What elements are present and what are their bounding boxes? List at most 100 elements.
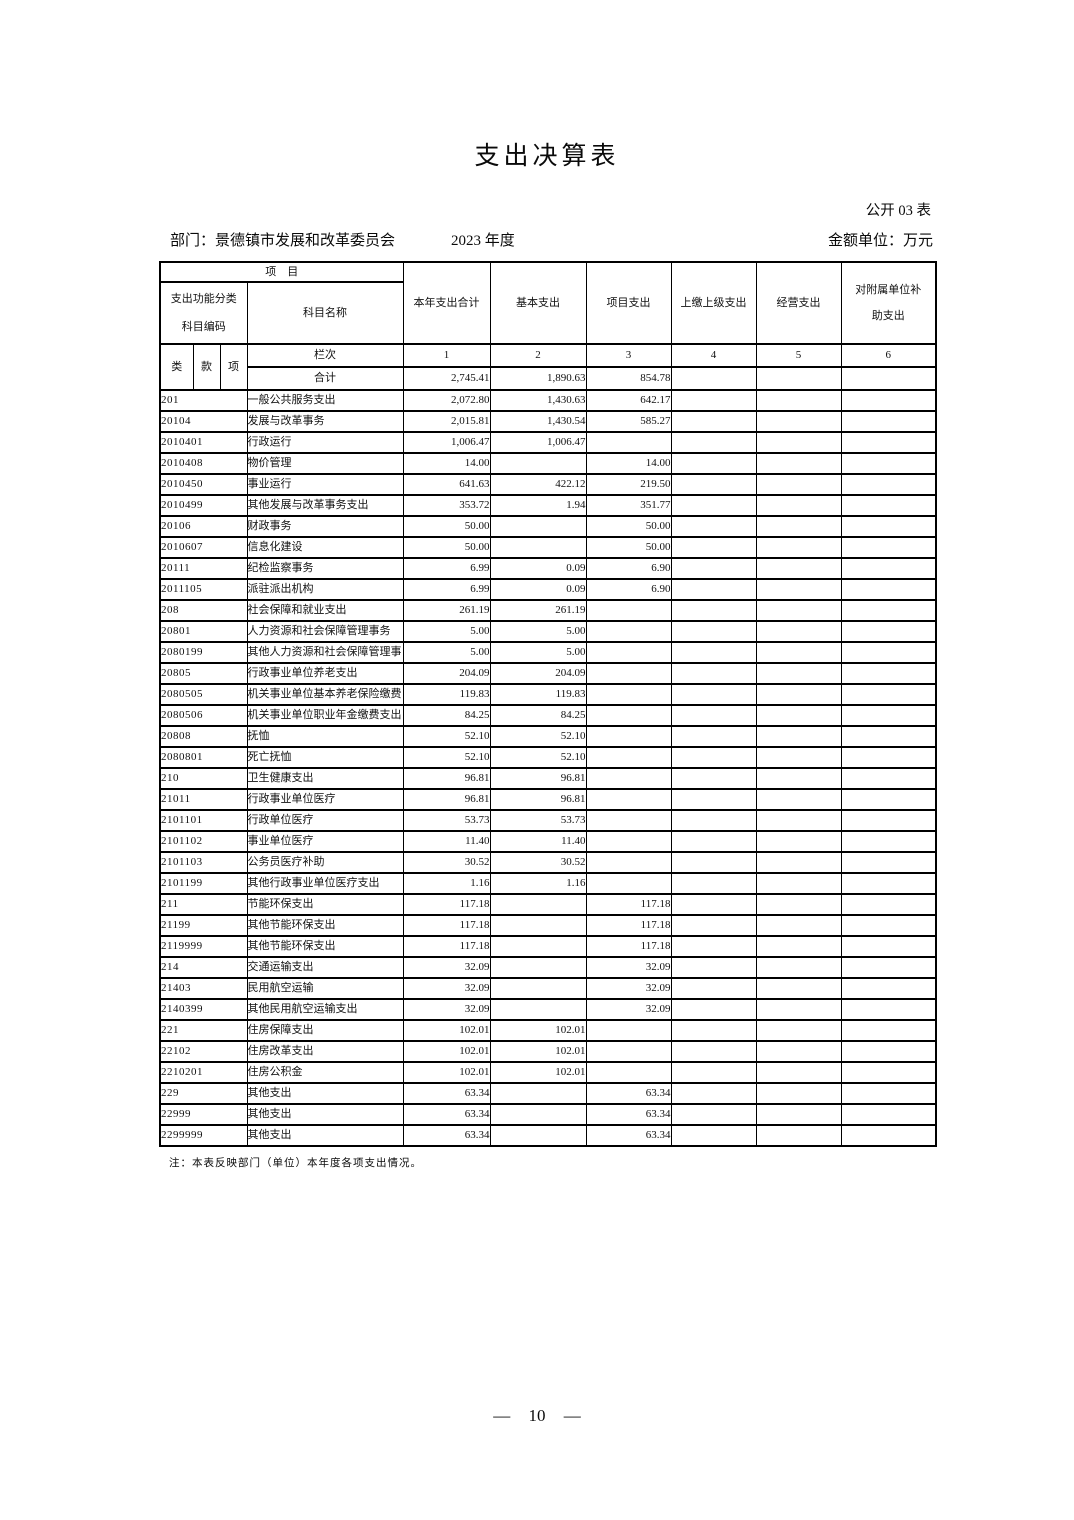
amount-cell (489, 914, 587, 937)
amount-cell: 117.18 (585, 935, 672, 958)
total-amount-cell (755, 366, 842, 391)
table-row: 2101199 其他行政事业单位医疗支出 1.16 1.16 (159, 872, 937, 895)
subject-code-cell: 20104 (159, 410, 248, 433)
amount-cell (840, 1103, 937, 1126)
table-row: 20805 行政事业单位养老支出 204.09 204.09 (159, 662, 937, 685)
amount-cell (670, 473, 757, 496)
table-note: 注：本表反映部门（单位）本年度各项支出情况。 (169, 1158, 422, 1169)
amount-cell (755, 977, 842, 1000)
amount-cell (755, 809, 842, 832)
subject-name-cell: 信息化建设 (246, 536, 404, 559)
amount-cell: 2,015.81 (402, 410, 491, 433)
amount-cell (670, 1082, 757, 1105)
subject-name-cell: 住房改革支出 (246, 1040, 404, 1063)
amount-cell (755, 1103, 842, 1126)
subject-name-cell: 死亡抚恤 (246, 746, 404, 769)
amount-cell (670, 872, 757, 895)
table-row: 2101101 行政单位医疗 53.73 53.73 (159, 809, 937, 832)
amount-cell (670, 1061, 757, 1084)
amount-cell: 1.16 (489, 872, 587, 895)
subject-name-cell: 行政事业单位医疗 (246, 788, 404, 811)
amount-cell (755, 473, 842, 496)
amount-cell (755, 767, 842, 790)
amount-cell: 0.09 (489, 557, 587, 580)
amount-cell: 1,430.63 (489, 389, 587, 412)
amount-cell (489, 515, 587, 538)
header-col-upper-level: 上缴上级支出 (670, 261, 757, 345)
table-row: 21011 行政事业单位医疗 96.81 96.81 (159, 788, 937, 811)
amount-cell (670, 389, 757, 412)
table-row: 2140399 其他民用航空运输支出 32.09 32.09 (159, 998, 937, 1021)
header-col-subsidy-text: 对附属单位补助支出 (855, 284, 922, 322)
amount-cell: 119.83 (489, 683, 587, 706)
amount-cell: 351.77 (585, 494, 672, 517)
amount-cell (840, 431, 937, 454)
amount-cell (840, 725, 937, 748)
subject-name-cell: 其他发展与改革事务支出 (246, 494, 404, 517)
subject-name-cell: 机关事业单位职业年金缴费支出 (246, 704, 404, 727)
amount-cell (489, 1103, 587, 1126)
amount-cell: 32.09 (402, 998, 491, 1021)
amount-cell (755, 1082, 842, 1105)
subject-name-cell: 民用航空运输 (246, 977, 404, 1000)
total-amount-cell: 1,890.63 (489, 366, 587, 391)
amount-cell (755, 494, 842, 517)
subject-name-cell: 行政单位医疗 (246, 809, 404, 832)
document-content: 支出决算表 公开 03 表 部门：景德镇市发展和改革委员会 2023 年度 金额… (159, 0, 937, 1170)
subject-code-cell: 201 (159, 389, 248, 412)
amount-cell: 422.12 (489, 473, 587, 496)
amount-cell (755, 788, 842, 811)
amount-cell (670, 578, 757, 601)
amount-cell (755, 1040, 842, 1063)
subject-code-cell: 2011105 (159, 578, 248, 601)
amount-cell (670, 410, 757, 433)
amount-cell: 102.01 (402, 1061, 491, 1084)
amount-cell: 32.09 (402, 977, 491, 1000)
amount-cell: 50.00 (585, 515, 672, 538)
amount-cell (755, 641, 842, 664)
amount-cell: 96.81 (402, 767, 491, 790)
subject-code-cell: 2101103 (159, 851, 248, 874)
amount-cell (840, 410, 937, 433)
amount-cell (670, 746, 757, 769)
amount-cell (670, 809, 757, 832)
amount-cell: 63.34 (402, 1103, 491, 1126)
amount-cell (585, 1040, 672, 1063)
amount-cell (585, 767, 672, 790)
amount-cell (755, 683, 842, 706)
subject-name-cell: 财政事务 (246, 515, 404, 538)
amount-cell: 117.18 (402, 914, 491, 937)
table-row: 20106 财政事务 50.00 50.00 (159, 515, 937, 538)
header-col-operating: 经营支出 (755, 261, 842, 345)
table-row: 20801 人力资源和社会保障管理事务 5.00 5.00 (159, 620, 937, 643)
amount-cell: 84.25 (489, 704, 587, 727)
amount-cell: 63.34 (585, 1124, 672, 1147)
amount-cell: 14.00 (402, 452, 491, 475)
table-row: 22102 住房改革支出 102.01 102.01 (159, 1040, 937, 1063)
subject-code-cell: 2080801 (159, 746, 248, 769)
subject-code-cell: 20805 (159, 662, 248, 685)
amount-cell (840, 704, 937, 727)
subject-code-cell: 214 (159, 956, 248, 979)
amount-cell: 353.72 (402, 494, 491, 517)
amount-cell (670, 599, 757, 622)
subject-code-cell: 2101199 (159, 872, 248, 895)
amount-cell: 63.34 (585, 1082, 672, 1105)
table-row: 2101102 事业单位医疗 11.40 11.40 (159, 830, 937, 853)
subject-name-cell: 抚恤 (246, 725, 404, 748)
amount-cell (670, 641, 757, 664)
amount-cell (755, 956, 842, 979)
amount-cell: 32.09 (402, 956, 491, 979)
subject-name-cell: 发展与改革事务 (246, 410, 404, 433)
table-row: 2080199 其他人力资源和社会保障管理事 5.00 5.00 (159, 641, 937, 664)
subject-name-cell: 一般公共服务支出 (246, 389, 404, 412)
amount-cell: 5.00 (402, 641, 491, 664)
amount-cell (489, 1124, 587, 1147)
header-colnum-5: 5 (755, 343, 842, 368)
amount-cell (670, 1103, 757, 1126)
amount-cell (840, 872, 937, 895)
amount-cell (670, 935, 757, 958)
amount-cell (840, 809, 937, 832)
subject-code-cell: 208 (159, 599, 248, 622)
